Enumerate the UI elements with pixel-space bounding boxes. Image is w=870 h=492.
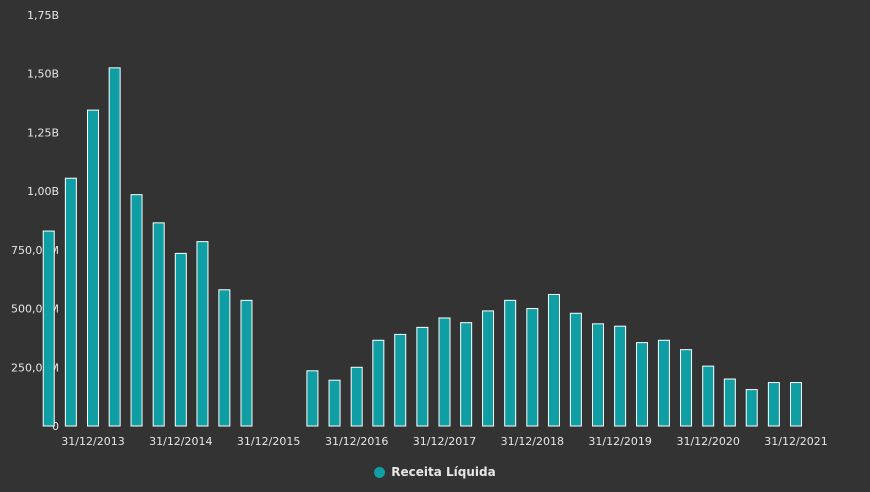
x-tick-label: 31/12/2016 (325, 435, 388, 448)
bar[interactable] (174, 252, 187, 427)
bar[interactable] (790, 382, 802, 427)
legend-label: Receita Líquida (391, 465, 496, 479)
bar[interactable] (526, 308, 539, 427)
bar[interactable] (657, 339, 670, 427)
bar[interactable] (460, 322, 473, 427)
bar[interactable] (614, 325, 627, 427)
legend[interactable]: Receita Líquida (0, 465, 870, 479)
bar[interactable] (745, 389, 758, 427)
y-tick-label: 1,50B (27, 68, 59, 81)
y-tick-label: 1,25B (27, 126, 59, 139)
bar[interactable] (416, 326, 429, 427)
bar[interactable] (702, 365, 715, 427)
bar[interactable] (196, 241, 209, 427)
x-tick-label: 31/12/2018 (501, 435, 564, 448)
x-tick-label: 31/12/2020 (676, 435, 739, 448)
bar[interactable] (723, 378, 736, 427)
bar[interactable] (591, 323, 604, 427)
bar[interactable] (87, 109, 99, 427)
legend-marker-icon (374, 466, 386, 478)
y-tick-label: 1,00B (27, 185, 59, 198)
bar-chart: 0250,00M500,00M750,00M1,00B1,25B1,50B1,7… (11, 9, 828, 448)
y-tick-label: 0 (52, 420, 59, 433)
bar[interactable] (240, 299, 253, 427)
bar[interactable] (42, 230, 55, 427)
bar[interactable] (569, 312, 582, 427)
bar[interactable] (372, 339, 385, 427)
bar[interactable] (130, 194, 143, 427)
y-tick-label: 1,75B (27, 9, 59, 22)
bar[interactable] (64, 177, 77, 427)
x-tick-label: 31/12/2019 (588, 435, 651, 448)
bar[interactable] (767, 382, 780, 427)
x-tick-label: 31/12/2014 (149, 435, 212, 448)
bar[interactable] (152, 222, 165, 427)
bar[interactable] (504, 299, 517, 427)
bar[interactable] (680, 349, 693, 427)
bar[interactable] (547, 293, 560, 427)
bar[interactable] (328, 379, 341, 427)
x-tick-label: 31/12/2021 (764, 435, 827, 448)
x-axis: 31/12/2013 31/12/2014 31/12/2015 31/12/2016… (61, 435, 827, 448)
x-tick-label: 31/12/2017 (413, 435, 476, 448)
bar[interactable] (108, 67, 121, 427)
x-tick-label: 31/12/2015 (237, 435, 300, 448)
bar[interactable] (394, 333, 407, 427)
bar[interactable] (306, 370, 319, 427)
bars (42, 67, 802, 427)
bar[interactable] (350, 366, 363, 427)
bar[interactable] (218, 289, 231, 427)
bar[interactable] (438, 317, 451, 427)
x-tick-label: 31/12/2013 (61, 435, 124, 448)
bar[interactable] (482, 310, 495, 427)
bar[interactable] (636, 342, 649, 427)
